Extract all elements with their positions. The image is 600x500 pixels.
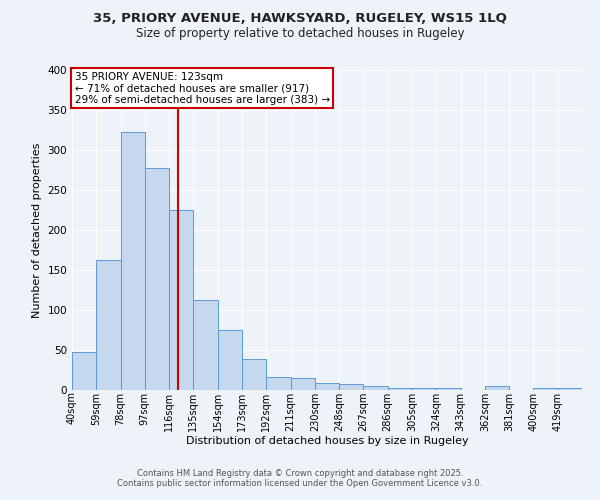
Bar <box>266 377 290 390</box>
Bar <box>339 384 364 390</box>
Text: Size of property relative to detached houses in Rugeley: Size of property relative to detached ho… <box>136 28 464 40</box>
Bar <box>485 386 509 390</box>
Text: Contains HM Land Registry data © Crown copyright and database right 2025.: Contains HM Land Registry data © Crown c… <box>137 468 463 477</box>
Bar <box>218 330 242 390</box>
Bar <box>96 260 121 390</box>
Bar <box>388 388 412 390</box>
Bar <box>436 388 461 390</box>
Y-axis label: Number of detached properties: Number of detached properties <box>32 142 42 318</box>
Text: Contains public sector information licensed under the Open Government Licence v3: Contains public sector information licen… <box>118 478 482 488</box>
Bar <box>145 168 169 390</box>
Text: 35 PRIORY AVENUE: 123sqm
← 71% of detached houses are smaller (917)
29% of semi-: 35 PRIORY AVENUE: 123sqm ← 71% of detach… <box>74 72 329 105</box>
Bar <box>193 300 218 390</box>
Bar <box>558 388 582 390</box>
Bar <box>364 386 388 390</box>
Text: 35, PRIORY AVENUE, HAWKSYARD, RUGELEY, WS15 1LQ: 35, PRIORY AVENUE, HAWKSYARD, RUGELEY, W… <box>93 12 507 26</box>
Bar <box>412 388 436 390</box>
Bar <box>72 352 96 390</box>
Bar <box>121 132 145 390</box>
X-axis label: Distribution of detached houses by size in Rugeley: Distribution of detached houses by size … <box>185 436 469 446</box>
Bar <box>315 383 339 390</box>
Bar <box>290 378 315 390</box>
Bar <box>169 210 193 390</box>
Bar <box>533 388 558 390</box>
Bar <box>242 359 266 390</box>
